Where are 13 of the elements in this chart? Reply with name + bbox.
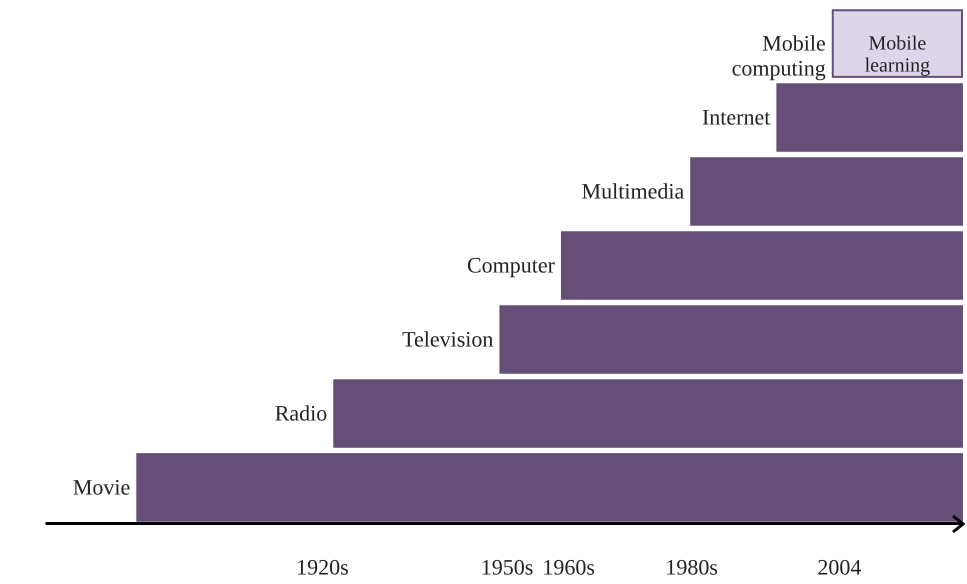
y-tick-label: Radio — [274, 400, 328, 426]
x-tick-label: 1960s — [542, 554, 595, 580]
y-tick-label: Internet — [702, 104, 770, 130]
y-tick-label: Computer — [466, 252, 556, 278]
y-tick-label: Television — [402, 326, 494, 352]
x-tick-label: 1950s — [480, 554, 534, 580]
x-tick-label: 1980s — [665, 554, 718, 580]
y-tick-label: Movie — [72, 474, 130, 500]
y-tick-label: Multimedia — [582, 178, 684, 204]
x-tick-label: 2004 — [817, 554, 862, 580]
annotation: Mobile learning — [864, 32, 930, 77]
y-tick-label: Mobile computing — [732, 30, 826, 81]
x-tick-label: 1920s — [296, 554, 349, 580]
